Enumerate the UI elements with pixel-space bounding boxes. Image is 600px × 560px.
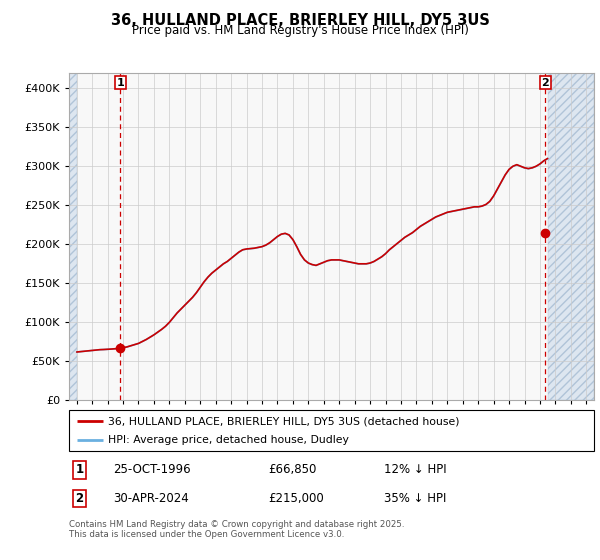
Text: 30-APR-2024: 30-APR-2024: [113, 492, 190, 505]
Text: 1: 1: [76, 464, 83, 477]
Text: HPI: Average price, detached house, Dudley: HPI: Average price, detached house, Dudl…: [109, 435, 349, 445]
Text: Price paid vs. HM Land Registry's House Price Index (HPI): Price paid vs. HM Land Registry's House …: [131, 24, 469, 37]
Text: 36, HULLAND PLACE, BRIERLEY HILL, DY5 3US (detached house): 36, HULLAND PLACE, BRIERLEY HILL, DY5 3U…: [109, 417, 460, 426]
Text: 35% ↓ HPI: 35% ↓ HPI: [384, 492, 446, 505]
Text: Contains HM Land Registry data © Crown copyright and database right 2025.
This d: Contains HM Land Registry data © Crown c…: [69, 520, 404, 539]
Text: £215,000: £215,000: [269, 492, 324, 505]
Text: £66,850: £66,850: [269, 464, 317, 477]
Text: 2: 2: [76, 492, 83, 505]
Text: 25-OCT-1996: 25-OCT-1996: [113, 464, 191, 477]
Text: 1: 1: [116, 78, 124, 88]
Bar: [69, 73, 77, 400]
Text: 12% ↓ HPI: 12% ↓ HPI: [384, 464, 446, 477]
Bar: [548, 73, 594, 400]
Text: 36, HULLAND PLACE, BRIERLEY HILL, DY5 3US: 36, HULLAND PLACE, BRIERLEY HILL, DY5 3U…: [110, 13, 490, 28]
Text: 2: 2: [541, 78, 549, 88]
